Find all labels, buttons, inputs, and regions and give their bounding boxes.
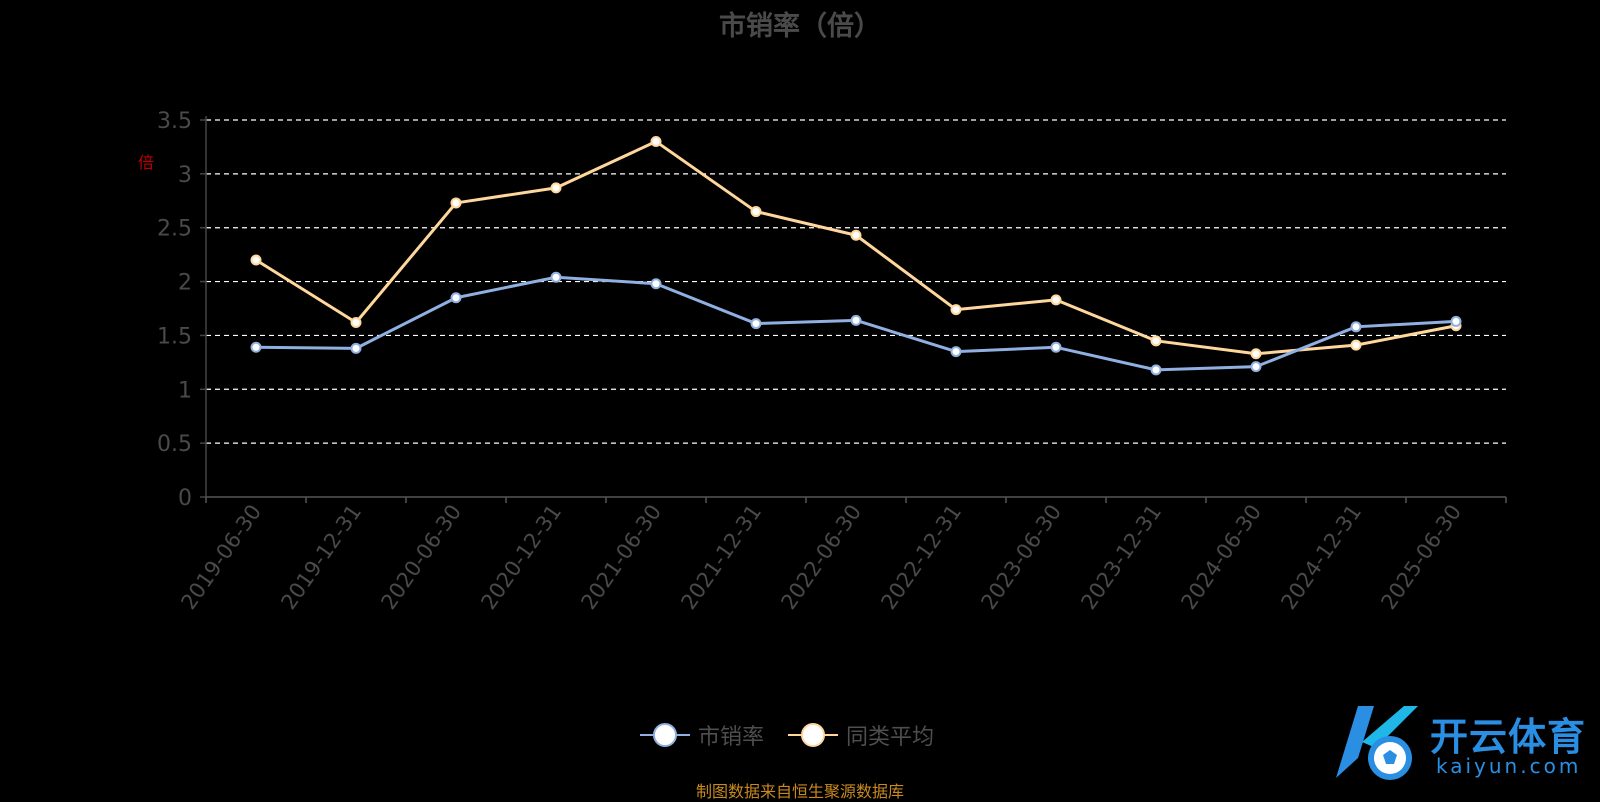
- watermark: 开云体育 kaiyun.com: [1318, 698, 1600, 788]
- data-point-series-2[interactable]: [1250, 348, 1262, 360]
- data-source-note: 制图数据来自恒生聚源数据库: [695, 782, 904, 801]
- data-point-series-2[interactable]: [450, 197, 462, 209]
- y-tick-label: 3.5: [157, 109, 192, 134]
- data-point-series-1[interactable]: [1050, 341, 1062, 353]
- data-point-series-2[interactable]: [250, 254, 262, 266]
- x-tick-label: 2024-06-30: [1176, 500, 1266, 614]
- y-tick-label: 3: [178, 163, 192, 188]
- watermark-brand-en: kaiyun.com: [1436, 754, 1582, 778]
- x-tick-label: 2020-12-31: [476, 500, 566, 614]
- y-tick-label: 1: [178, 378, 192, 403]
- data-point-series-2[interactable]: [1350, 339, 1362, 351]
- data-point-series-2[interactable]: [1150, 335, 1162, 347]
- data-point-series-1[interactable]: [1350, 321, 1362, 333]
- data-point-series-1[interactable]: [850, 314, 862, 326]
- data-point-series-1[interactable]: [250, 341, 262, 353]
- x-tick-labels: 2019-06-30 2019-12-31 2020-06-30 2020-12-31…: [176, 500, 1466, 614]
- y-tick-label: 0.5: [157, 432, 192, 457]
- y-tick-label: 2: [178, 271, 192, 296]
- x-tick-label: 2019-12-31: [276, 500, 366, 614]
- legend-marker-series-2: [788, 723, 839, 747]
- y-unit-label: 倍: [138, 153, 155, 172]
- data-point-series-1[interactable]: [550, 271, 562, 283]
- data-point-series-2[interactable]: [750, 206, 762, 218]
- data-point-series-2[interactable]: [350, 317, 362, 329]
- legend-label-series-2: 同类平均: [846, 725, 935, 750]
- x-tick-label: 2022-12-31: [876, 500, 966, 614]
- data-point-series-1[interactable]: [350, 342, 362, 354]
- x-tick-label: 2019-06-30: [176, 500, 266, 614]
- data-point-series-1[interactable]: [1150, 364, 1162, 376]
- watermark-brand-cn: 开云体育: [1430, 715, 1587, 759]
- legend-item-series-1[interactable]: 市销率: [640, 719, 764, 751]
- y-tick-label: 1.5: [157, 324, 192, 349]
- x-tick-label: 2021-12-31: [676, 500, 766, 614]
- data-point-series-1[interactable]: [650, 278, 662, 290]
- gridlines: [206, 119, 1506, 444]
- data-point-series-1[interactable]: [750, 318, 762, 330]
- legend-label-series-1: 市销率: [698, 725, 765, 750]
- data-point-series-2[interactable]: [1050, 294, 1062, 306]
- data-point-series-2[interactable]: [850, 229, 862, 241]
- x-tick-label: 2021-06-30: [576, 500, 666, 614]
- series-lines: [250, 136, 1462, 376]
- data-point-series-2[interactable]: [550, 182, 562, 194]
- x-tick-label: 2023-12-31: [1076, 500, 1166, 614]
- x-tick-label: 2024-12-31: [1276, 500, 1366, 614]
- data-point-series-1[interactable]: [950, 346, 962, 358]
- data-point-series-1[interactable]: [450, 292, 462, 304]
- x-tick-label: 2022-06-30: [776, 500, 866, 614]
- y-tick-labels: 0 0.5 1 1.5 2 2.5 3 3.5: [157, 109, 192, 511]
- x-tick-label: 2023-06-30: [976, 500, 1066, 614]
- data-point-series-1[interactable]: [1450, 315, 1462, 327]
- data-point-series-1[interactable]: [1250, 361, 1262, 373]
- y-tick-label: 0: [178, 486, 192, 511]
- data-point-series-2[interactable]: [650, 136, 662, 148]
- x-tick-label: 2025-06-30: [1376, 500, 1466, 614]
- x-tick-label: 2020-06-30: [376, 500, 466, 614]
- y-tick-label: 2.5: [157, 217, 192, 242]
- k-soccer-ball-logo-icon: [1336, 706, 1418, 780]
- axes: [200, 116, 1507, 503]
- data-point-series-2[interactable]: [950, 304, 962, 316]
- chart-title: 市销率（倍）: [719, 11, 881, 42]
- legend-item-series-2[interactable]: 同类平均: [788, 719, 934, 751]
- legend: 市销率 同类平均: [640, 718, 958, 752]
- legend-marker-series-1: [640, 723, 690, 747]
